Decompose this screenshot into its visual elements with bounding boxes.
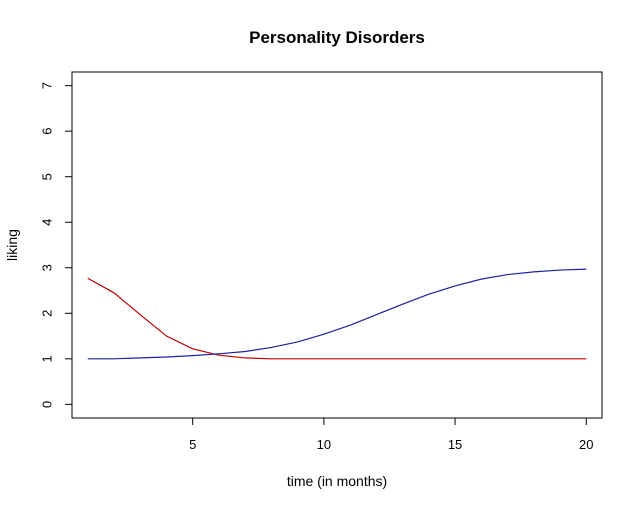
y-tick-label: 3 bbox=[40, 264, 55, 271]
series-line-2 bbox=[87, 268, 587, 360]
series-layer bbox=[87, 268, 587, 360]
y-tick-label: 4 bbox=[40, 219, 55, 226]
y-tick-label: 7 bbox=[40, 82, 55, 89]
chart-title: Personality Disorders bbox=[249, 28, 425, 47]
y-tick-label: 2 bbox=[40, 310, 55, 317]
y-axis: 0 1 2 3 4 5 6 7 bbox=[40, 82, 72, 408]
x-axis-label: time (in months) bbox=[287, 473, 387, 489]
plot-area bbox=[71, 71, 603, 419]
x-tick-label: 15 bbox=[448, 437, 462, 452]
x-tick-label: 10 bbox=[317, 437, 331, 452]
y-axis-label: liking bbox=[4, 229, 20, 261]
x-tick-label: 5 bbox=[189, 437, 196, 452]
series-line-1 bbox=[87, 277, 587, 360]
y-tick-label: 6 bbox=[40, 128, 55, 135]
y-tick-label: 0 bbox=[40, 401, 55, 408]
x-tick-label: 20 bbox=[579, 437, 593, 452]
y-tick-label: 1 bbox=[40, 355, 55, 362]
x-axis: 5 10 15 20 bbox=[189, 418, 593, 452]
y-tick-label: 5 bbox=[40, 173, 55, 180]
